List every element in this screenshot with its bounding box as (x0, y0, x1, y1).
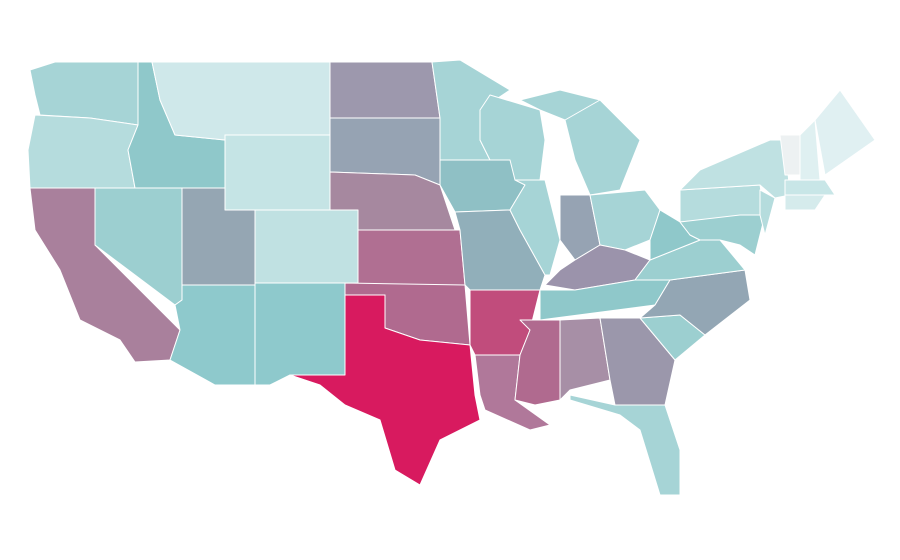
region (151, 61, 331, 141)
region (357, 229, 466, 286)
region (759, 189, 776, 236)
region (519, 89, 641, 196)
region (254, 209, 359, 284)
region (569, 394, 681, 496)
region (169, 284, 256, 386)
region (479, 94, 546, 181)
region (784, 179, 836, 196)
region (289, 294, 481, 486)
region (254, 282, 346, 386)
region (509, 179, 561, 276)
region (27, 114, 139, 189)
region (329, 61, 441, 119)
region (679, 214, 766, 256)
region (814, 89, 876, 176)
region (559, 317, 611, 401)
region (224, 134, 331, 211)
region (784, 194, 826, 211)
